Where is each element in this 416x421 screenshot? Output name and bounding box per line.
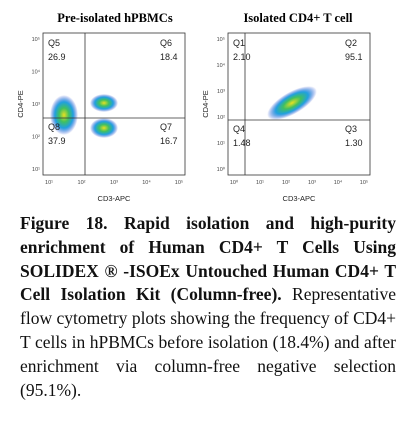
quadrant-name: Q3 <box>345 124 357 134</box>
quadrant-name: Q5 <box>48 38 60 48</box>
caption-text: Representative flow cytometry plots show… <box>20 284 396 400</box>
quadrant-value: 95.1 <box>345 52 363 62</box>
y-tick-label: 10⁰ <box>217 166 226 173</box>
y-tick-label: 10⁴ <box>32 69 41 76</box>
y-tick-label: 10¹ <box>217 141 225 147</box>
x-tick-label: 10⁴ <box>334 179 343 186</box>
quadrant-value: 2.10 <box>233 52 251 62</box>
quadrant-name: Q1 <box>233 38 245 48</box>
y-tick-label: 10⁴ <box>217 62 226 69</box>
y-tick-label: 10¹ <box>32 167 40 173</box>
y-tick-label: 10³ <box>32 102 40 108</box>
quadrant-name: Q2 <box>345 38 357 48</box>
caption-bold: Rapid isolation and high-purity enrichme… <box>20 213 396 305</box>
x-axis-label: CD3-APC <box>283 194 317 203</box>
quadrant-value: 16.7 <box>160 136 178 146</box>
x-tick-label: 10⁵ <box>360 179 368 186</box>
quadrant-value: 18.4 <box>160 52 178 62</box>
x-tick-label: 10⁰ <box>230 179 239 186</box>
x-tick-label: 10³ <box>110 180 118 186</box>
panel-title: Isolated CD4+ T cell <box>243 11 353 25</box>
y-tick-label: 10² <box>32 135 40 141</box>
y-axis-label: CD4-PE <box>201 90 210 118</box>
x-axis-label: CD3-APC <box>98 194 132 203</box>
y-tick-label: 10³ <box>217 89 225 95</box>
quadrant-value: 1.30 <box>345 138 363 148</box>
x-tick-label: 10² <box>282 180 290 186</box>
quadrant-name: Q7 <box>160 122 172 132</box>
quadrant-name: Q6 <box>160 38 172 48</box>
quadrant-value: 37.9 <box>48 136 66 146</box>
x-tick-label: 10⁵ <box>175 179 183 186</box>
x-tick-label: 10³ <box>308 180 316 186</box>
panel-title: Pre-isolated hPBMCs <box>57 11 173 25</box>
quadrant-name: Q8 <box>48 122 60 132</box>
y-tick-label: 10⁵ <box>32 36 40 43</box>
caption-label: Figure 18. <box>20 213 108 233</box>
plot <box>227 32 371 176</box>
y-tick-label: 10² <box>217 115 225 121</box>
quadrant-value: 26.9 <box>48 52 66 62</box>
quadrant-name: Q4 <box>233 124 245 134</box>
x-tick-label: 10¹ <box>256 180 264 186</box>
caption: Figure 18. Rapid isolation and high-puri… <box>20 212 396 402</box>
y-axis-label: CD4-PE <box>16 90 25 118</box>
x-tick-label: 10¹ <box>45 180 53 186</box>
y-tick-label: 10⁵ <box>217 36 225 43</box>
quadrant-value: 1.48 <box>233 138 251 148</box>
plot <box>42 32 186 176</box>
x-tick-label: 10² <box>78 180 86 186</box>
x-tick-label: 10⁴ <box>142 179 151 186</box>
figure: Pre-isolated hPBMCs Isolated CD4+ T cell… <box>16 11 371 203</box>
